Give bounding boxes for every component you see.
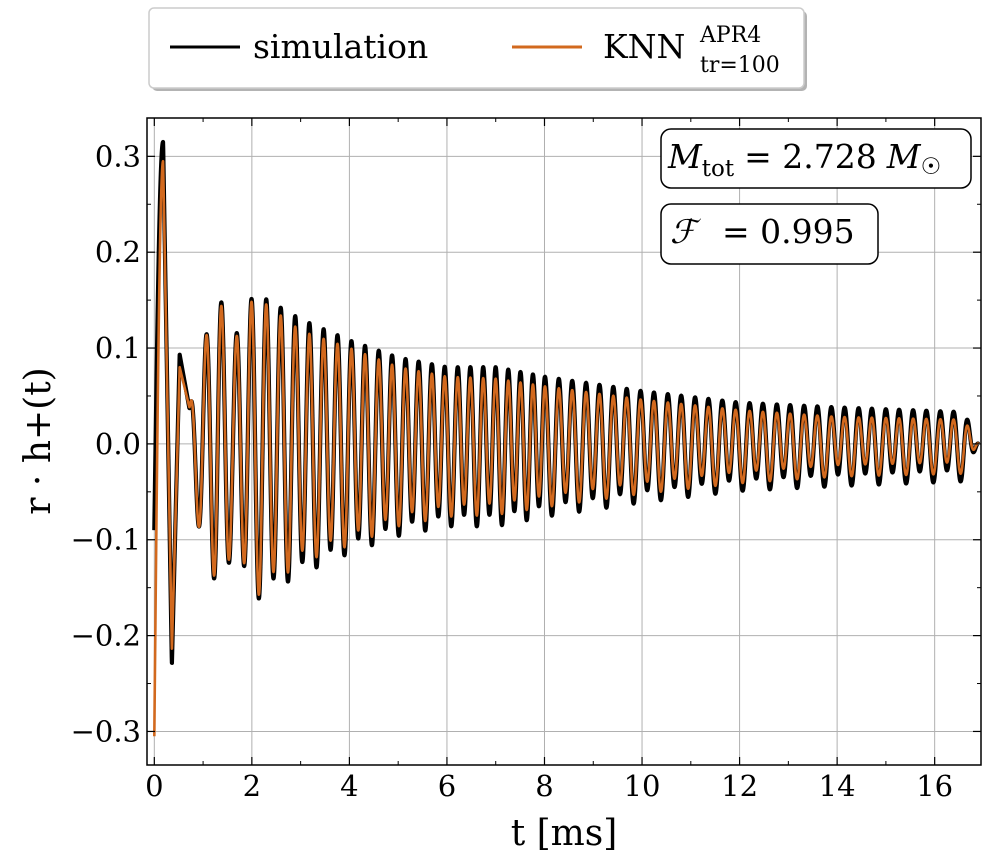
mass-annotation: Mtot = 2.728 M☉ [660,128,972,189]
legend-label-knn-sup: APR4 [699,23,761,48]
y-tick-label: −0.3 [71,714,141,748]
x-tick-label: 6 [438,769,456,803]
x-tick-label: 16 [916,769,953,803]
legend-label-simulation: simulation [253,27,428,66]
y-tick-label: −0.2 [71,619,141,653]
x-tick-label: 8 [535,769,553,803]
faithfulness-annotation-box [660,203,879,265]
plot-area [152,139,981,737]
x-tick-label: 10 [624,769,661,803]
y-tick-label: 0.0 [95,427,141,461]
legend-box [148,7,805,89]
y-tick-label: 0.3 [95,139,141,173]
legend-label-knn-sub: tr=100 [700,53,780,78]
y-tick-label: −0.1 [71,523,141,557]
faithfulness-annotation-text: ℱ = 0.995 [670,212,855,251]
mass-annotation-text: Mtot = 2.728 M☉ [667,137,941,182]
faithfulness-annotation: ℱ = 0.995 [660,203,879,265]
x-tick-label: 2 [243,769,261,803]
legend-label-knn: KNN [603,27,685,66]
axes-frame [146,117,982,766]
x-tick-label: 12 [721,769,758,803]
legend: simulation KNN APR4 tr=100 [148,7,807,91]
y-axis-label: r · h+(t) [18,367,59,514]
x-axis-label: t [ms] [511,813,618,851]
x-tick-label: 14 [819,769,856,803]
x-tick-label: 4 [340,769,358,803]
series-line-knn [153,159,980,737]
ticks: 0 2 4 6 8 10 12 14 16 −0.3 −0.2 −0.1 0.0 0.1 0.2 0.3 [71,118,981,803]
x-tick-label: 0 [145,769,163,803]
y-tick-label: 0.1 [95,331,141,365]
mass-annotation-box [660,128,972,189]
y-tick-label: 0.2 [95,235,141,269]
